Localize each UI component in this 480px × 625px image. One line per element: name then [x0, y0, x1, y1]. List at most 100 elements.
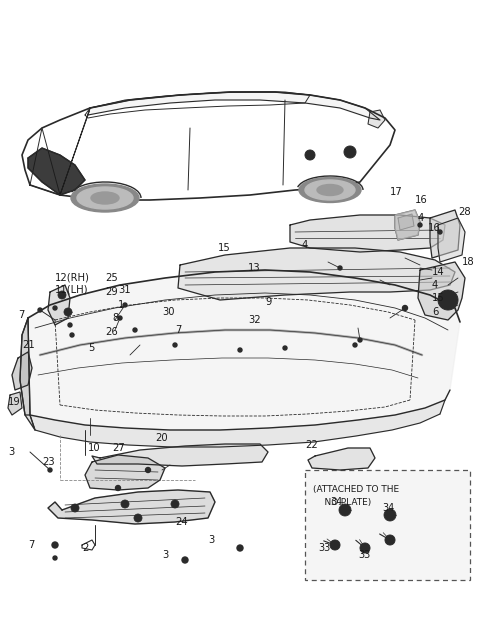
Text: 5: 5 [88, 343, 95, 353]
Circle shape [134, 514, 142, 522]
Text: 25: 25 [105, 273, 118, 283]
Circle shape [339, 504, 351, 516]
Text: 32: 32 [248, 315, 261, 325]
Polygon shape [398, 214, 414, 230]
Circle shape [71, 504, 79, 512]
Circle shape [60, 294, 63, 296]
Ellipse shape [71, 184, 139, 212]
Polygon shape [308, 448, 375, 470]
Circle shape [360, 543, 370, 553]
Polygon shape [20, 318, 35, 430]
Circle shape [344, 146, 356, 158]
Circle shape [116, 486, 120, 491]
Polygon shape [290, 215, 445, 252]
Polygon shape [368, 110, 385, 128]
Text: 3: 3 [162, 550, 168, 560]
Ellipse shape [299, 177, 361, 202]
Text: 9: 9 [265, 297, 271, 307]
Text: 13: 13 [248, 263, 261, 273]
Circle shape [182, 557, 188, 563]
Polygon shape [8, 392, 22, 415]
Ellipse shape [305, 180, 355, 200]
Polygon shape [438, 218, 465, 262]
Circle shape [53, 306, 57, 310]
Text: 11(LH): 11(LH) [55, 285, 88, 295]
Text: 4: 4 [432, 280, 438, 290]
Polygon shape [395, 210, 420, 240]
Text: 4: 4 [418, 213, 424, 223]
Text: 17: 17 [390, 187, 403, 197]
Circle shape [48, 468, 52, 472]
Circle shape [403, 306, 408, 311]
Polygon shape [92, 444, 268, 466]
Circle shape [38, 308, 42, 312]
Text: 7: 7 [18, 310, 24, 320]
Circle shape [53, 556, 57, 560]
Text: 33: 33 [358, 550, 370, 560]
Text: 14: 14 [432, 267, 444, 277]
Ellipse shape [317, 184, 343, 196]
Text: 34: 34 [330, 497, 342, 507]
Circle shape [58, 291, 66, 299]
Text: 33: 33 [318, 543, 330, 553]
Circle shape [121, 500, 129, 508]
Text: 7: 7 [175, 325, 181, 335]
Circle shape [145, 468, 151, 472]
Ellipse shape [91, 192, 119, 204]
Text: 29: 29 [105, 287, 118, 297]
Circle shape [171, 500, 179, 508]
Text: 30: 30 [162, 307, 175, 317]
Text: 20: 20 [155, 433, 168, 443]
Text: 3: 3 [8, 447, 14, 457]
Polygon shape [85, 455, 165, 490]
Text: 31: 31 [118, 285, 131, 295]
Text: 34: 34 [382, 503, 394, 513]
Text: 3: 3 [208, 535, 214, 545]
Circle shape [353, 343, 357, 347]
Text: 18: 18 [462, 257, 475, 267]
Text: 15: 15 [218, 243, 231, 253]
Text: 21: 21 [22, 340, 35, 350]
Circle shape [358, 338, 362, 342]
Text: 6: 6 [432, 307, 438, 317]
Text: 4: 4 [302, 240, 308, 250]
Circle shape [118, 316, 122, 320]
Circle shape [123, 303, 127, 307]
Text: 12(RH): 12(RH) [55, 273, 90, 283]
Polygon shape [430, 210, 460, 258]
FancyBboxPatch shape [305, 470, 470, 580]
Text: 23: 23 [42, 457, 55, 467]
Text: 2: 2 [82, 543, 88, 553]
Text: 19: 19 [8, 397, 21, 407]
Text: 27: 27 [112, 443, 125, 453]
Polygon shape [88, 92, 380, 120]
Circle shape [438, 290, 458, 310]
Circle shape [338, 266, 342, 270]
Circle shape [70, 333, 74, 337]
Circle shape [64, 308, 72, 316]
Polygon shape [30, 400, 445, 447]
Text: 22: 22 [305, 440, 318, 450]
Polygon shape [20, 318, 30, 415]
Text: 16: 16 [415, 195, 428, 205]
Polygon shape [28, 148, 85, 195]
Polygon shape [48, 285, 70, 325]
Text: 1: 1 [118, 300, 124, 310]
Ellipse shape [77, 187, 133, 209]
Circle shape [238, 348, 242, 352]
Circle shape [418, 223, 422, 227]
Text: NO.PLATE): NO.PLATE) [313, 498, 371, 507]
Text: 28: 28 [458, 207, 470, 217]
Circle shape [68, 323, 72, 327]
Circle shape [283, 346, 287, 350]
Polygon shape [418, 262, 465, 320]
Circle shape [237, 545, 243, 551]
Circle shape [173, 343, 177, 347]
Text: 8: 8 [112, 313, 118, 323]
Polygon shape [28, 270, 460, 430]
Circle shape [385, 535, 395, 545]
Polygon shape [12, 352, 32, 390]
Text: 15: 15 [432, 293, 445, 303]
Circle shape [133, 328, 137, 332]
Text: 7: 7 [28, 540, 35, 550]
